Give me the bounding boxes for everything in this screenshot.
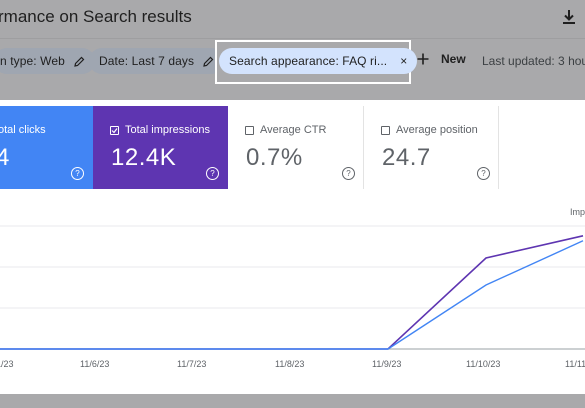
help-icon[interactable]: ? xyxy=(71,167,84,180)
total-clicks-label: otal clicks xyxy=(0,124,46,136)
average-position-value: 24.7 xyxy=(382,144,431,171)
last-updated-text: Last updated: 3 hours xyxy=(482,54,585,68)
search-appearance-filter-chip[interactable]: Search appearance: FAQ ri... × xyxy=(219,48,418,74)
series-line-0 xyxy=(0,235,584,350)
right-axis-label: Imp xyxy=(570,207,585,217)
date-filter-label: Date: Last 7 days xyxy=(99,54,195,68)
total-clicks-label-row: otal clicks xyxy=(0,124,46,136)
checkbox-checked-icon[interactable] xyxy=(110,125,119,135)
page-title: rmance on Search results xyxy=(0,7,192,26)
search-type-filter-label: n type: Web xyxy=(0,54,65,68)
help-icon[interactable]: ? xyxy=(342,167,355,180)
average-ctr-card[interactable]: Average CTR 0.7% ? xyxy=(228,106,364,189)
total-impressions-card[interactable]: Total impressions 12.4K ? xyxy=(93,106,228,189)
checkbox-unchecked-icon[interactable] xyxy=(381,125,390,135)
average-position-label: Average position xyxy=(396,124,478,136)
average-ctr-value: 0.7% xyxy=(246,144,303,171)
pencil-icon xyxy=(203,56,214,67)
average-ctr-label-row: Average CTR xyxy=(245,124,326,136)
pencil-icon xyxy=(74,56,85,67)
bottom-overlay xyxy=(0,394,585,408)
total-clicks-value: 4 xyxy=(0,144,10,171)
download-icon[interactable] xyxy=(562,9,576,25)
date-filter-chip[interactable]: Date: Last 7 days xyxy=(89,48,225,74)
help-icon[interactable]: ? xyxy=(477,167,490,180)
x-tick-label: 11/11 xyxy=(565,359,585,369)
x-tick-label: 11/8/23 xyxy=(275,359,305,369)
x-tick-label: 11/10/23 xyxy=(466,359,501,369)
x-tick-label: 1/23 xyxy=(0,359,14,369)
performance-chart xyxy=(0,225,585,350)
x-tick-label: 11/6/23 xyxy=(80,359,110,369)
help-icon[interactable]: ? xyxy=(206,167,219,180)
search-type-filter-chip[interactable]: n type: Web xyxy=(0,48,95,74)
plus-icon xyxy=(417,53,429,65)
total-clicks-card[interactable]: otal clicks 4 ? xyxy=(0,106,93,189)
close-icon[interactable]: × xyxy=(400,54,408,68)
metric-cards: otal clicks 4 ? Total impressions 12.4K … xyxy=(0,106,585,189)
total-impressions-label-row: Total impressions xyxy=(110,124,210,136)
chart-grid xyxy=(0,225,585,350)
average-position-label-row: Average position xyxy=(381,124,478,136)
x-tick-label: 11/7/23 xyxy=(177,359,207,369)
search-appearance-filter-label: Search appearance: FAQ ri... xyxy=(229,54,388,68)
page-header: rmance on Search results xyxy=(0,0,585,39)
series-line-1 xyxy=(0,240,584,350)
checkbox-unchecked-icon[interactable] xyxy=(245,125,254,135)
new-filter-label: New xyxy=(441,52,466,66)
total-impressions-value: 12.4K xyxy=(111,144,177,171)
total-impressions-label: Total impressions xyxy=(125,124,210,136)
chart-lines xyxy=(0,235,584,350)
x-tick-label: 11/9/23 xyxy=(372,359,402,369)
average-ctr-label: Average CTR xyxy=(260,124,327,136)
average-position-card[interactable]: Average position 24.7 ? xyxy=(364,106,499,189)
new-filter-button[interactable]: New xyxy=(417,52,466,66)
